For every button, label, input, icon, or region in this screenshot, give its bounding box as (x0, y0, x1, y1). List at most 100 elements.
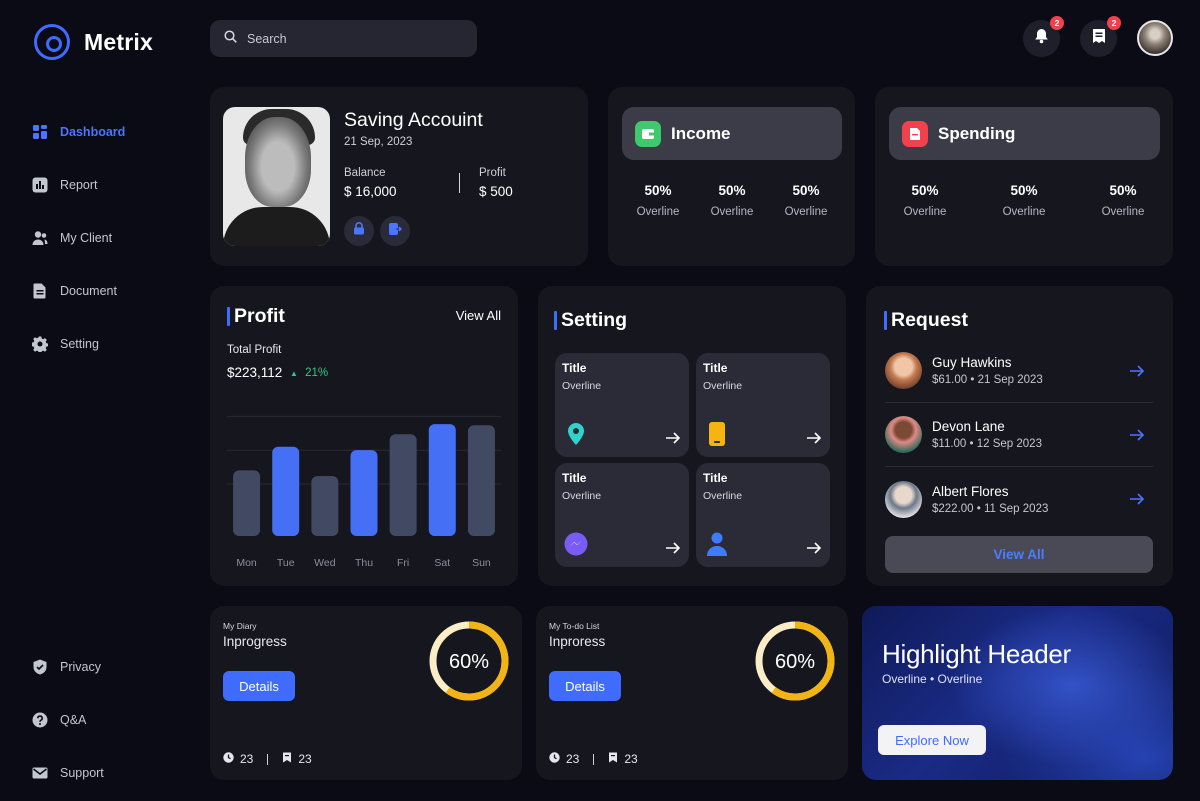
sidebar-item-document[interactable]: Document (32, 264, 202, 317)
arrow-right-icon[interactable] (1129, 364, 1145, 378)
export-button[interactable] (380, 216, 410, 246)
bar-chart-icon (32, 177, 48, 193)
request-meta: $61.00 • 21 Sep 2023 (932, 374, 1043, 386)
chart-x-tick-label: Thu (355, 557, 373, 569)
search-input[interactable] (247, 31, 447, 46)
request-meta: $11.00 • 12 Sep 2023 (932, 438, 1042, 450)
request-name: Albert Flores (932, 483, 1009, 499)
logo-icon (34, 24, 70, 60)
search-bar[interactable] (210, 20, 477, 57)
sidebar-item-label: My Client (60, 230, 113, 245)
avatar (885, 416, 922, 453)
total-profit-label: Total Profit (227, 344, 282, 356)
setting-tile[interactable]: Title Overline (555, 463, 689, 567)
highlight-card: Highlight Header Overline • Overline Exp… (862, 606, 1173, 780)
setting-tile[interactable]: Title Overline (696, 353, 830, 457)
chart-x-tick-label: Mon (236, 557, 257, 569)
lock-icon (353, 222, 365, 240)
profit-bar-chart: Mon Tue Wed Thu Fri Sat Sun (227, 415, 501, 569)
saving-date: 21 Sep, 2023 (344, 136, 413, 148)
shield-icon (32, 659, 48, 675)
sidebar-item-label: Report (60, 177, 98, 192)
request-row[interactable]: Devon Lane $11.00 • 12 Sep 2023 (885, 403, 1153, 467)
app-logo[interactable]: Metrix (34, 24, 153, 60)
sidebar-item-label: Support (60, 765, 104, 780)
bell-icon (1034, 28, 1049, 49)
arrow-right-icon[interactable] (1129, 428, 1145, 442)
user-avatar[interactable] (1137, 20, 1173, 56)
lock-button[interactable] (344, 216, 374, 246)
income-stat: 50% Overline (784, 183, 828, 218)
grid-icon (32, 124, 48, 140)
sidebar-item-dashboard[interactable]: Dashboard (32, 105, 202, 158)
saving-title: Saving Accouint (344, 109, 483, 131)
income-title: Income (671, 123, 731, 143)
setting-title: Setting (554, 309, 627, 332)
divider (459, 173, 460, 193)
details-button[interactable]: Details (549, 671, 621, 701)
spending-card: Spending 50% Overline 50% Overline 50% O… (875, 87, 1173, 266)
bookmark-icon (282, 752, 292, 766)
sidebar-item-setting[interactable]: Setting (32, 317, 202, 370)
request-row[interactable]: Guy Hawkins $61.00 • 21 Sep 2023 (885, 339, 1153, 403)
setting-card: Setting Title Overline Title Overline Ti… (538, 286, 846, 586)
chart-x-tick-label: Sat (434, 557, 450, 569)
arrow-up-icon: ▲ (290, 369, 298, 378)
income-stat: 50% Overline (710, 183, 754, 218)
sidebar-item-support[interactable]: Support (32, 746, 202, 799)
chart-x-tick-label: Fri (397, 557, 409, 569)
explore-now-button[interactable]: Explore Now (878, 725, 986, 755)
arrow-right-icon (666, 432, 681, 444)
spending-header[interactable]: Spending (889, 107, 1160, 160)
export-icon (388, 222, 403, 241)
request-row[interactable]: Albert Flores $222.00 • 11 Sep 2023 (885, 467, 1153, 531)
avatar (885, 480, 922, 518)
setting-tile[interactable]: Title Overline (555, 353, 689, 457)
avatar (885, 352, 922, 389)
location-pin-icon (564, 422, 588, 446)
clock-icon (223, 752, 234, 766)
chart-bar (389, 434, 417, 536)
bookmark-count: 23 (298, 752, 312, 766)
messenger-icon (564, 532, 588, 556)
sidebar-bottom-nav: Privacy Q&A Support (32, 640, 202, 799)
sidebar-item-qa[interactable]: Q&A (32, 693, 202, 746)
request-view-all-button[interactable]: View All (885, 536, 1153, 573)
arrow-right-icon (807, 432, 822, 444)
arrow-right-icon[interactable] (1129, 492, 1145, 506)
request-name: Devon Lane (932, 419, 1005, 434)
messages-button[interactable]: 2 (1080, 16, 1121, 57)
request-title: Request (884, 309, 968, 332)
chart-x-tick-label: Sun (472, 557, 491, 569)
mail-icon (32, 765, 48, 781)
svg-text:60%: 60% (775, 651, 815, 673)
profit-card: Profit View All Total Profit $223,112 ▲ … (210, 286, 518, 586)
profit-view-all-link[interactable]: View All (455, 308, 501, 323)
sidebar-item-label: Q&A (60, 712, 87, 727)
details-button[interactable]: Details (223, 671, 295, 701)
phone-icon (705, 422, 729, 446)
sidebar-item-label: Document (60, 283, 117, 298)
progress-ring: 60% (755, 621, 835, 701)
search-icon (224, 29, 237, 48)
bookmark-count: 23 (624, 752, 638, 766)
highlight-subtitle: Overline • Overline (882, 672, 983, 686)
svg-text:60%: 60% (449, 651, 489, 673)
saving-account-card: Saving Accouint 21 Sep, 2023 Balance $ 1… (210, 87, 588, 266)
gear-icon (32, 336, 48, 352)
chart-x-tick-label: Tue (277, 557, 295, 569)
profit-title: Profit (227, 305, 285, 328)
sidebar-item-privacy[interactable]: Privacy (32, 640, 202, 693)
setting-tile[interactable]: Title Overline (696, 463, 830, 567)
sidebar-item-report[interactable]: Report (32, 158, 202, 211)
request-name: Guy Hawkins (932, 355, 1012, 370)
diary-progress-card: My Diary Inprogress Details 60% 23 23 (210, 606, 522, 780)
notifications-button[interactable]: 2 (1023, 16, 1064, 57)
todo-progress-card: My To-do List Inproress Details 60% 23 2… (536, 606, 848, 780)
chart-bar (467, 425, 495, 536)
sidebar-item-my-client[interactable]: My Client (32, 211, 202, 264)
note-icon (1092, 28, 1106, 49)
account-portrait (223, 107, 330, 246)
income-header[interactable]: Income (622, 107, 842, 160)
app-name: Metrix (84, 28, 153, 55)
